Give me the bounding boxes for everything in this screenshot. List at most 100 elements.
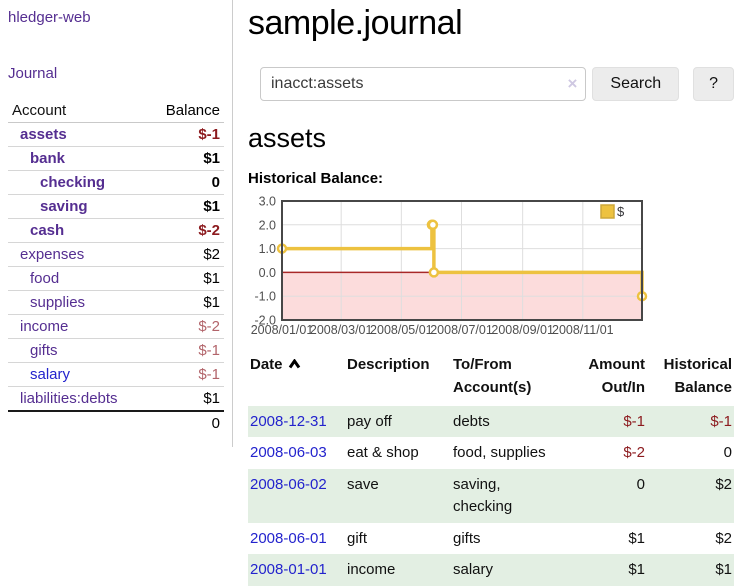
account-row: saving $1	[8, 195, 224, 219]
account-row: liabilities:debts $1	[8, 387, 224, 411]
account-link-income[interactable]: income	[20, 318, 69, 335]
account-balance: $1	[203, 198, 220, 215]
account-balance: $1	[203, 270, 220, 287]
transaction-description: income	[347, 561, 396, 579]
chart-heading: Historical Balance:	[248, 170, 384, 187]
sort-ascending-icon	[288, 353, 301, 376]
clear-search-icon[interactable]: ×	[567, 74, 578, 93]
register-header-date[interactable]: Date	[248, 349, 345, 406]
register-table: Date Description To/From Account(s) Amou…	[248, 349, 734, 586]
svg-text:3.0: 3.0	[259, 195, 276, 209]
main-content: sample.journal × Search ? assets Histori…	[233, 0, 742, 586]
account-row: supplies $1	[8, 291, 224, 315]
account-row: assets $-1	[8, 123, 224, 147]
svg-text:1.0: 1.0	[259, 242, 276, 256]
account-balance: $-2	[198, 222, 220, 239]
account-row: food $1	[8, 267, 224, 291]
transaction-amount: $-1	[623, 412, 645, 430]
account-link-salary[interactable]: salary	[30, 366, 71, 383]
account-row: expenses $2	[8, 243, 224, 267]
register-row: 2008-06-01 gift gifts $1 $2	[248, 523, 734, 555]
svg-text:2008/07/01: 2008/07/01	[430, 323, 493, 337]
historical-balance-chart: 3.0 2.0 1.0 0.0 -1.0 -2.02008/01/012008/03/01…	[251, 195, 648, 337]
svg-text:2008/11/01: 2008/11/01	[552, 323, 614, 337]
register-row: 2008-06-02 save saving, checking 0 $2	[248, 469, 734, 523]
svg-text:2008/03/01: 2008/03/01	[310, 323, 373, 337]
svg-text:2.0: 2.0	[259, 218, 276, 232]
register-header-amount: Amount Out/In	[588, 356, 645, 397]
transaction-accounts: debts	[453, 412, 490, 430]
account-balance: $2	[203, 246, 220, 263]
account-row: salary $-1	[8, 363, 224, 387]
help-button[interactable]: ?	[693, 67, 734, 101]
register-header-row: Date Description To/From Account(s) Amou…	[248, 349, 734, 406]
search-button[interactable]: Search	[592, 67, 680, 101]
account-row: checking 0	[8, 171, 224, 195]
transaction-date-link[interactable]: 2008-12-31	[250, 412, 327, 430]
account-link-food[interactable]: food	[30, 270, 60, 287]
transaction-accounts: food, supplies	[453, 444, 546, 462]
transaction-date-link[interactable]: 2008-06-02	[250, 476, 327, 493]
search-input[interactable]	[260, 67, 587, 101]
account-link-bank[interactable]: bank	[30, 150, 66, 167]
account-link-gifts[interactable]: gifts	[30, 342, 58, 359]
page-title: sample.journal	[248, 4, 463, 42]
svg-text:2008/01/01: 2008/01/01	[251, 323, 314, 337]
app-title-link[interactable]: hledger-web	[8, 9, 91, 26]
register-header-balance: Historical Balance	[663, 356, 732, 397]
account-balance: $1	[203, 390, 220, 407]
transaction-date-link[interactable]: 2008-06-01	[250, 529, 327, 547]
sidebar-item-journal[interactable]: Journal	[8, 65, 58, 82]
account-balance: $-1	[198, 342, 220, 359]
transaction-amount: 0	[636, 476, 645, 493]
sidebar: hledger-web Journal Account Balance asse…	[0, 0, 233, 447]
transaction-date-link[interactable]: 2008-01-01	[250, 561, 327, 579]
account-balance: 0	[211, 174, 220, 191]
accounts-header-account: Account	[8, 99, 149, 123]
register-row: 2008-06-03 eat & shop food, supplies $-2…	[248, 437, 734, 469]
accounts-header-balance: Balance	[148, 99, 224, 123]
account-heading: assets	[248, 123, 327, 153]
transaction-balance: $1	[715, 561, 732, 579]
account-balance: $1	[203, 150, 220, 167]
transaction-accounts: gifts	[453, 529, 481, 547]
account-link-expenses[interactable]: expenses	[20, 246, 85, 263]
svg-text:-2.0: -2.0	[254, 314, 276, 328]
search-form: × Search ?	[260, 67, 734, 101]
transaction-balance: $2	[715, 476, 732, 493]
account-balance: $1	[203, 294, 220, 311]
svg-text:2008/05/01: 2008/05/01	[370, 323, 433, 337]
account-row: bank $1	[8, 147, 224, 171]
transaction-balance: $2	[715, 529, 732, 547]
account-row: gifts $-1	[8, 339, 224, 363]
account-balance: $-2	[198, 318, 220, 335]
account-row: income $-2	[8, 315, 224, 339]
account-link-assets[interactable]: assets	[20, 126, 67, 143]
transaction-accounts: saving, checking	[453, 476, 513, 515]
transaction-balance: 0	[723, 444, 732, 462]
account-link-liabilities-debts[interactable]: liabilities:debts	[20, 390, 118, 407]
svg-text:0.0: 0.0	[259, 266, 276, 280]
account-link-saving[interactable]: saving	[40, 198, 88, 215]
account-link-cash[interactable]: cash	[30, 222, 65, 239]
transaction-balance: $-1	[710, 412, 732, 430]
transaction-description: save	[347, 476, 379, 493]
transaction-description: gift	[347, 529, 368, 547]
svg-text:2008/09/01: 2008/09/01	[491, 323, 554, 337]
transaction-description: pay off	[347, 412, 392, 430]
register-header-description: Description	[347, 356, 430, 373]
account-link-supplies[interactable]: supplies	[30, 294, 86, 311]
account-link-checking[interactable]: checking	[40, 174, 106, 191]
transaction-description: eat & shop	[347, 444, 419, 462]
transaction-amount: $1	[628, 529, 645, 547]
transaction-amount: $1	[628, 561, 645, 579]
register-row: 2008-01-01 income salary $1 $1	[248, 554, 734, 586]
accounts-total: 0	[211, 415, 220, 432]
account-balance: $-1	[198, 126, 220, 143]
transaction-date-link[interactable]: 2008-06-03	[250, 444, 327, 462]
account-row: cash $-2	[8, 219, 224, 243]
accounts-table: Account Balance assets $-1 bank $1 checkin…	[8, 99, 224, 435]
transaction-accounts: salary	[453, 561, 494, 579]
register-row: 2008-12-31 pay off debts $-1 $-1	[248, 405, 734, 438]
